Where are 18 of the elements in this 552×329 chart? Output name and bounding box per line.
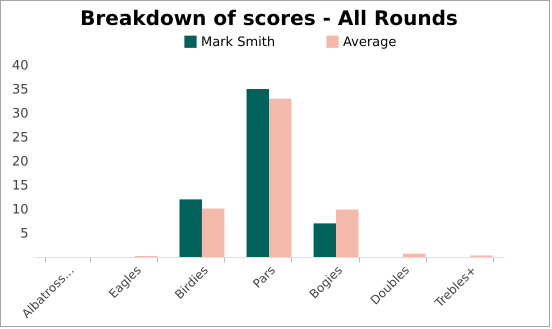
bar (246, 89, 269, 257)
y-tick-label: 20 (12, 154, 28, 170)
y-tick-label: 10 (12, 202, 28, 218)
y-tick-label: 35 (12, 82, 28, 98)
y-tick-label: 15 (12, 178, 28, 194)
bar (179, 199, 202, 257)
y-tick-label: 25 (12, 130, 28, 146)
y-tick-label: 5 (20, 226, 28, 242)
y-tick-label: 30 (12, 106, 28, 122)
y-tick-label: 40 (12, 58, 28, 74)
bar (269, 98, 292, 257)
legend-label: Mark Smith (201, 34, 276, 50)
legend-label: Average (343, 34, 396, 50)
chart-title: Breakdown of scores - All Rounds (80, 6, 458, 30)
bar (314, 223, 336, 257)
bar (202, 208, 224, 257)
bar (403, 254, 426, 257)
bar (336, 209, 359, 257)
